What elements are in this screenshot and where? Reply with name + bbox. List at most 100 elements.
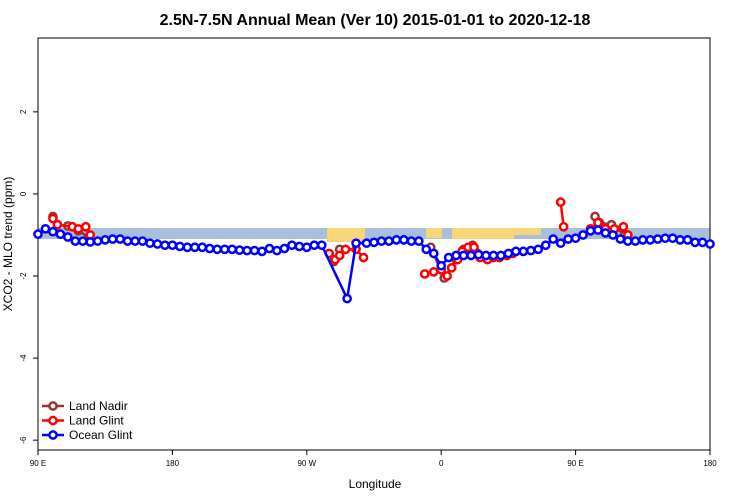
data-point: [73, 223, 84, 234]
data-point: [272, 245, 282, 256]
data-point: [115, 234, 125, 244]
data-point: [525, 245, 536, 256]
data-point: [52, 219, 63, 230]
data-point: [593, 217, 603, 228]
data-point: [152, 239, 163, 249]
data-point: [107, 234, 118, 244]
data-point: [137, 236, 148, 246]
data-point: [160, 240, 170, 251]
data-point: [473, 249, 484, 260]
y-tick-label: -6: [19, 436, 28, 444]
data-point: [361, 238, 372, 249]
data-point: [264, 243, 275, 254]
data-point: [384, 236, 394, 246]
data-point: [446, 262, 457, 273]
data-point: [334, 250, 345, 261]
data-point: [406, 236, 417, 246]
data-point: [593, 225, 603, 235]
data-point: [428, 267, 439, 277]
land-band: [505, 228, 541, 235]
data-point: [518, 246, 529, 257]
data-point: [451, 250, 461, 261]
data-point: [615, 234, 626, 244]
x-tick-label: 0: [439, 459, 444, 468]
data-point: [48, 226, 58, 237]
ocean-band: [38, 228, 710, 239]
data-point: [80, 221, 91, 232]
legend-label: Ocean Glint: [69, 428, 133, 442]
data-point: [481, 250, 491, 261]
x-tick-label: 180: [703, 459, 717, 468]
data-point: [197, 242, 208, 253]
data-point: [690, 237, 700, 248]
data-point: [503, 248, 514, 259]
chart-title: 2.5N-7.5N Annual Mean (Ver 10) 2015-01-0…: [160, 12, 591, 29]
data-point: [630, 236, 641, 246]
data-point: [618, 221, 629, 232]
data-point: [578, 230, 588, 240]
x-tick-label: 90 E: [567, 459, 583, 468]
data-point: [555, 197, 566, 207]
data-point: [645, 235, 656, 245]
data-point: [63, 232, 73, 242]
data-point: [600, 228, 611, 238]
data-point: [533, 244, 544, 255]
data-point: [77, 236, 88, 246]
land-band: [426, 228, 442, 238]
data-point: [675, 235, 685, 245]
data-point: [145, 238, 155, 249]
x-tick-label: 90 W: [297, 459, 316, 468]
data-point: [558, 221, 569, 232]
data-point: [391, 235, 402, 245]
data-point: [316, 240, 327, 251]
legend-marker: [48, 415, 58, 426]
data-point: [182, 242, 193, 253]
data-point: [548, 234, 559, 244]
y-tick-label: 0: [19, 191, 28, 196]
data-point: [279, 243, 290, 254]
data-point: [496, 250, 506, 261]
data-point: [413, 236, 424, 246]
data-point: [705, 239, 715, 249]
data-point: [48, 213, 58, 224]
y-axis-label: XCO2 - MLO trend (ppm): [1, 177, 15, 312]
y-tick-label: -4: [19, 354, 28, 362]
data-point: [555, 238, 566, 249]
data-point: [301, 242, 312, 253]
data-point: [442, 271, 453, 281]
data-point: [421, 244, 432, 255]
data-point: [563, 234, 573, 244]
data-point: [637, 235, 648, 245]
data-point: [358, 252, 369, 263]
y-tick-label: -2: [19, 272, 28, 280]
data-point: [511, 246, 521, 257]
data-point: [419, 269, 430, 279]
data-point: [122, 236, 133, 246]
data-point: [189, 242, 200, 253]
data-point: [287, 240, 297, 251]
data-point: [100, 235, 111, 245]
data-point: [428, 248, 439, 259]
data-point: [488, 250, 499, 261]
data-point: [585, 226, 596, 236]
data-point: [33, 229, 43, 240]
data-point: [667, 233, 678, 244]
data-point: [204, 243, 215, 254]
data-point: [436, 260, 447, 271]
data-point: [376, 236, 387, 246]
data-point: [469, 242, 479, 253]
x-tick-label: 90 E: [30, 459, 46, 468]
data-point: [540, 240, 551, 251]
legend-label: Land Glint: [69, 414, 124, 428]
data-point: [212, 244, 223, 255]
data-point: [443, 252, 454, 263]
data-point: [70, 236, 81, 246]
legend-label: Land Nadir: [69, 399, 128, 413]
data-point: [340, 244, 351, 255]
data-point: [249, 245, 260, 256]
data-point: [458, 250, 469, 261]
x-tick-label: 180: [166, 459, 180, 468]
